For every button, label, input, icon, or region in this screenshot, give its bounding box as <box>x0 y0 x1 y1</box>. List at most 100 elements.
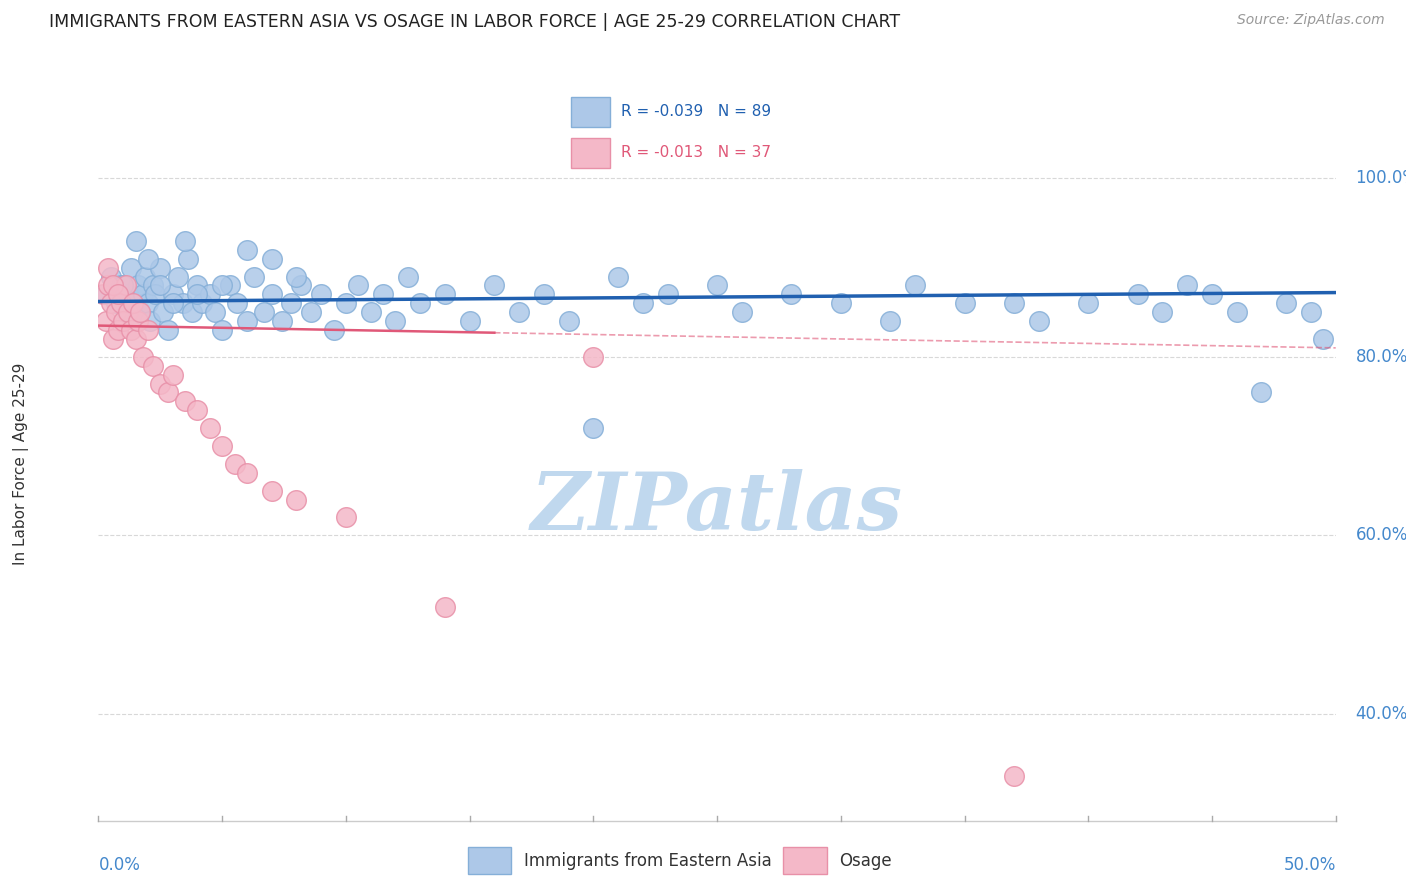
Point <box>1126 287 1149 301</box>
Point <box>657 287 679 301</box>
Point <box>129 305 152 319</box>
Point <box>236 243 259 257</box>
Point <box>103 332 125 346</box>
Bar <box>571 138 610 168</box>
Point <box>129 305 152 319</box>
Point <box>260 287 283 301</box>
Point <box>117 287 139 301</box>
Point <box>114 305 136 319</box>
Point <box>104 305 127 319</box>
Point <box>508 305 530 319</box>
Point <box>953 296 976 310</box>
Point <box>152 305 174 319</box>
Point <box>198 421 221 435</box>
Point <box>186 403 208 417</box>
Point <box>114 278 136 293</box>
Point <box>1275 296 1298 310</box>
Point <box>484 278 506 293</box>
Point <box>143 287 166 301</box>
Point <box>162 296 184 310</box>
Text: 50.0%: 50.0% <box>1284 856 1336 874</box>
Point <box>270 314 292 328</box>
Point <box>166 269 188 284</box>
Point <box>172 296 194 310</box>
Point <box>100 269 122 284</box>
Point <box>204 305 226 319</box>
Point <box>149 260 172 275</box>
Text: Osage: Osage <box>839 852 891 870</box>
Text: R = -0.039   N = 89: R = -0.039 N = 89 <box>621 104 772 120</box>
Point <box>904 278 927 293</box>
Point <box>1226 305 1249 319</box>
Point <box>1299 305 1322 319</box>
Point <box>136 296 159 310</box>
Text: Immigrants from Eastern Asia: Immigrants from Eastern Asia <box>523 852 772 870</box>
Point <box>124 234 146 248</box>
Point <box>104 296 127 310</box>
Point <box>162 368 184 382</box>
Point <box>162 287 184 301</box>
Point <box>142 278 165 293</box>
Text: 40.0%: 40.0% <box>1355 705 1406 723</box>
Point <box>280 296 302 310</box>
Point <box>132 350 155 364</box>
Text: In Labor Force | Age 25-29: In Labor Force | Age 25-29 <box>13 363 30 565</box>
Point <box>110 296 132 310</box>
Point <box>211 439 233 453</box>
Text: Source: ZipAtlas.com: Source: ZipAtlas.com <box>1237 13 1385 28</box>
Point <box>127 278 149 293</box>
Point <box>396 269 419 284</box>
Point <box>120 323 142 337</box>
Point <box>557 314 579 328</box>
Point <box>1201 287 1223 301</box>
Point <box>149 278 172 293</box>
Point <box>211 278 233 293</box>
Point <box>830 296 852 310</box>
Point <box>224 457 246 471</box>
Point <box>226 296 249 310</box>
Point <box>211 323 233 337</box>
Point <box>582 350 605 364</box>
Point <box>94 287 117 301</box>
Point <box>1175 278 1198 293</box>
Point <box>879 314 901 328</box>
Point <box>347 278 370 293</box>
Point <box>156 323 179 337</box>
Point <box>107 287 129 301</box>
Point <box>112 278 135 293</box>
Point <box>299 305 322 319</box>
Point <box>706 278 728 293</box>
Text: 60.0%: 60.0% <box>1355 526 1406 544</box>
Point <box>132 287 155 301</box>
Point <box>335 296 357 310</box>
Point <box>156 385 179 400</box>
Point <box>1002 296 1025 310</box>
Text: IMMIGRANTS FROM EASTERN ASIA VS OSAGE IN LABOR FORCE | AGE 25-29 CORRELATION CHA: IMMIGRANTS FROM EASTERN ASIA VS OSAGE IN… <box>49 13 900 31</box>
Point <box>117 305 139 319</box>
Point <box>309 287 332 301</box>
Point <box>631 296 654 310</box>
Point <box>218 278 240 293</box>
Point <box>384 314 406 328</box>
Point <box>582 421 605 435</box>
Text: 100.0%: 100.0% <box>1355 169 1406 187</box>
Point <box>122 296 145 310</box>
Point <box>409 296 432 310</box>
Point <box>1250 385 1272 400</box>
Point <box>260 483 283 498</box>
Point <box>243 269 266 284</box>
Point <box>371 287 394 301</box>
Point <box>458 314 481 328</box>
Point <box>186 278 208 293</box>
Point <box>433 599 456 614</box>
Point <box>1077 296 1099 310</box>
Point <box>198 287 221 301</box>
Text: ZIPatlas: ZIPatlas <box>531 469 903 546</box>
Point <box>136 252 159 266</box>
Point <box>290 278 312 293</box>
Point <box>285 492 308 507</box>
Point <box>780 287 803 301</box>
Point <box>124 314 146 328</box>
Point <box>134 269 156 284</box>
Text: 80.0%: 80.0% <box>1355 348 1406 366</box>
